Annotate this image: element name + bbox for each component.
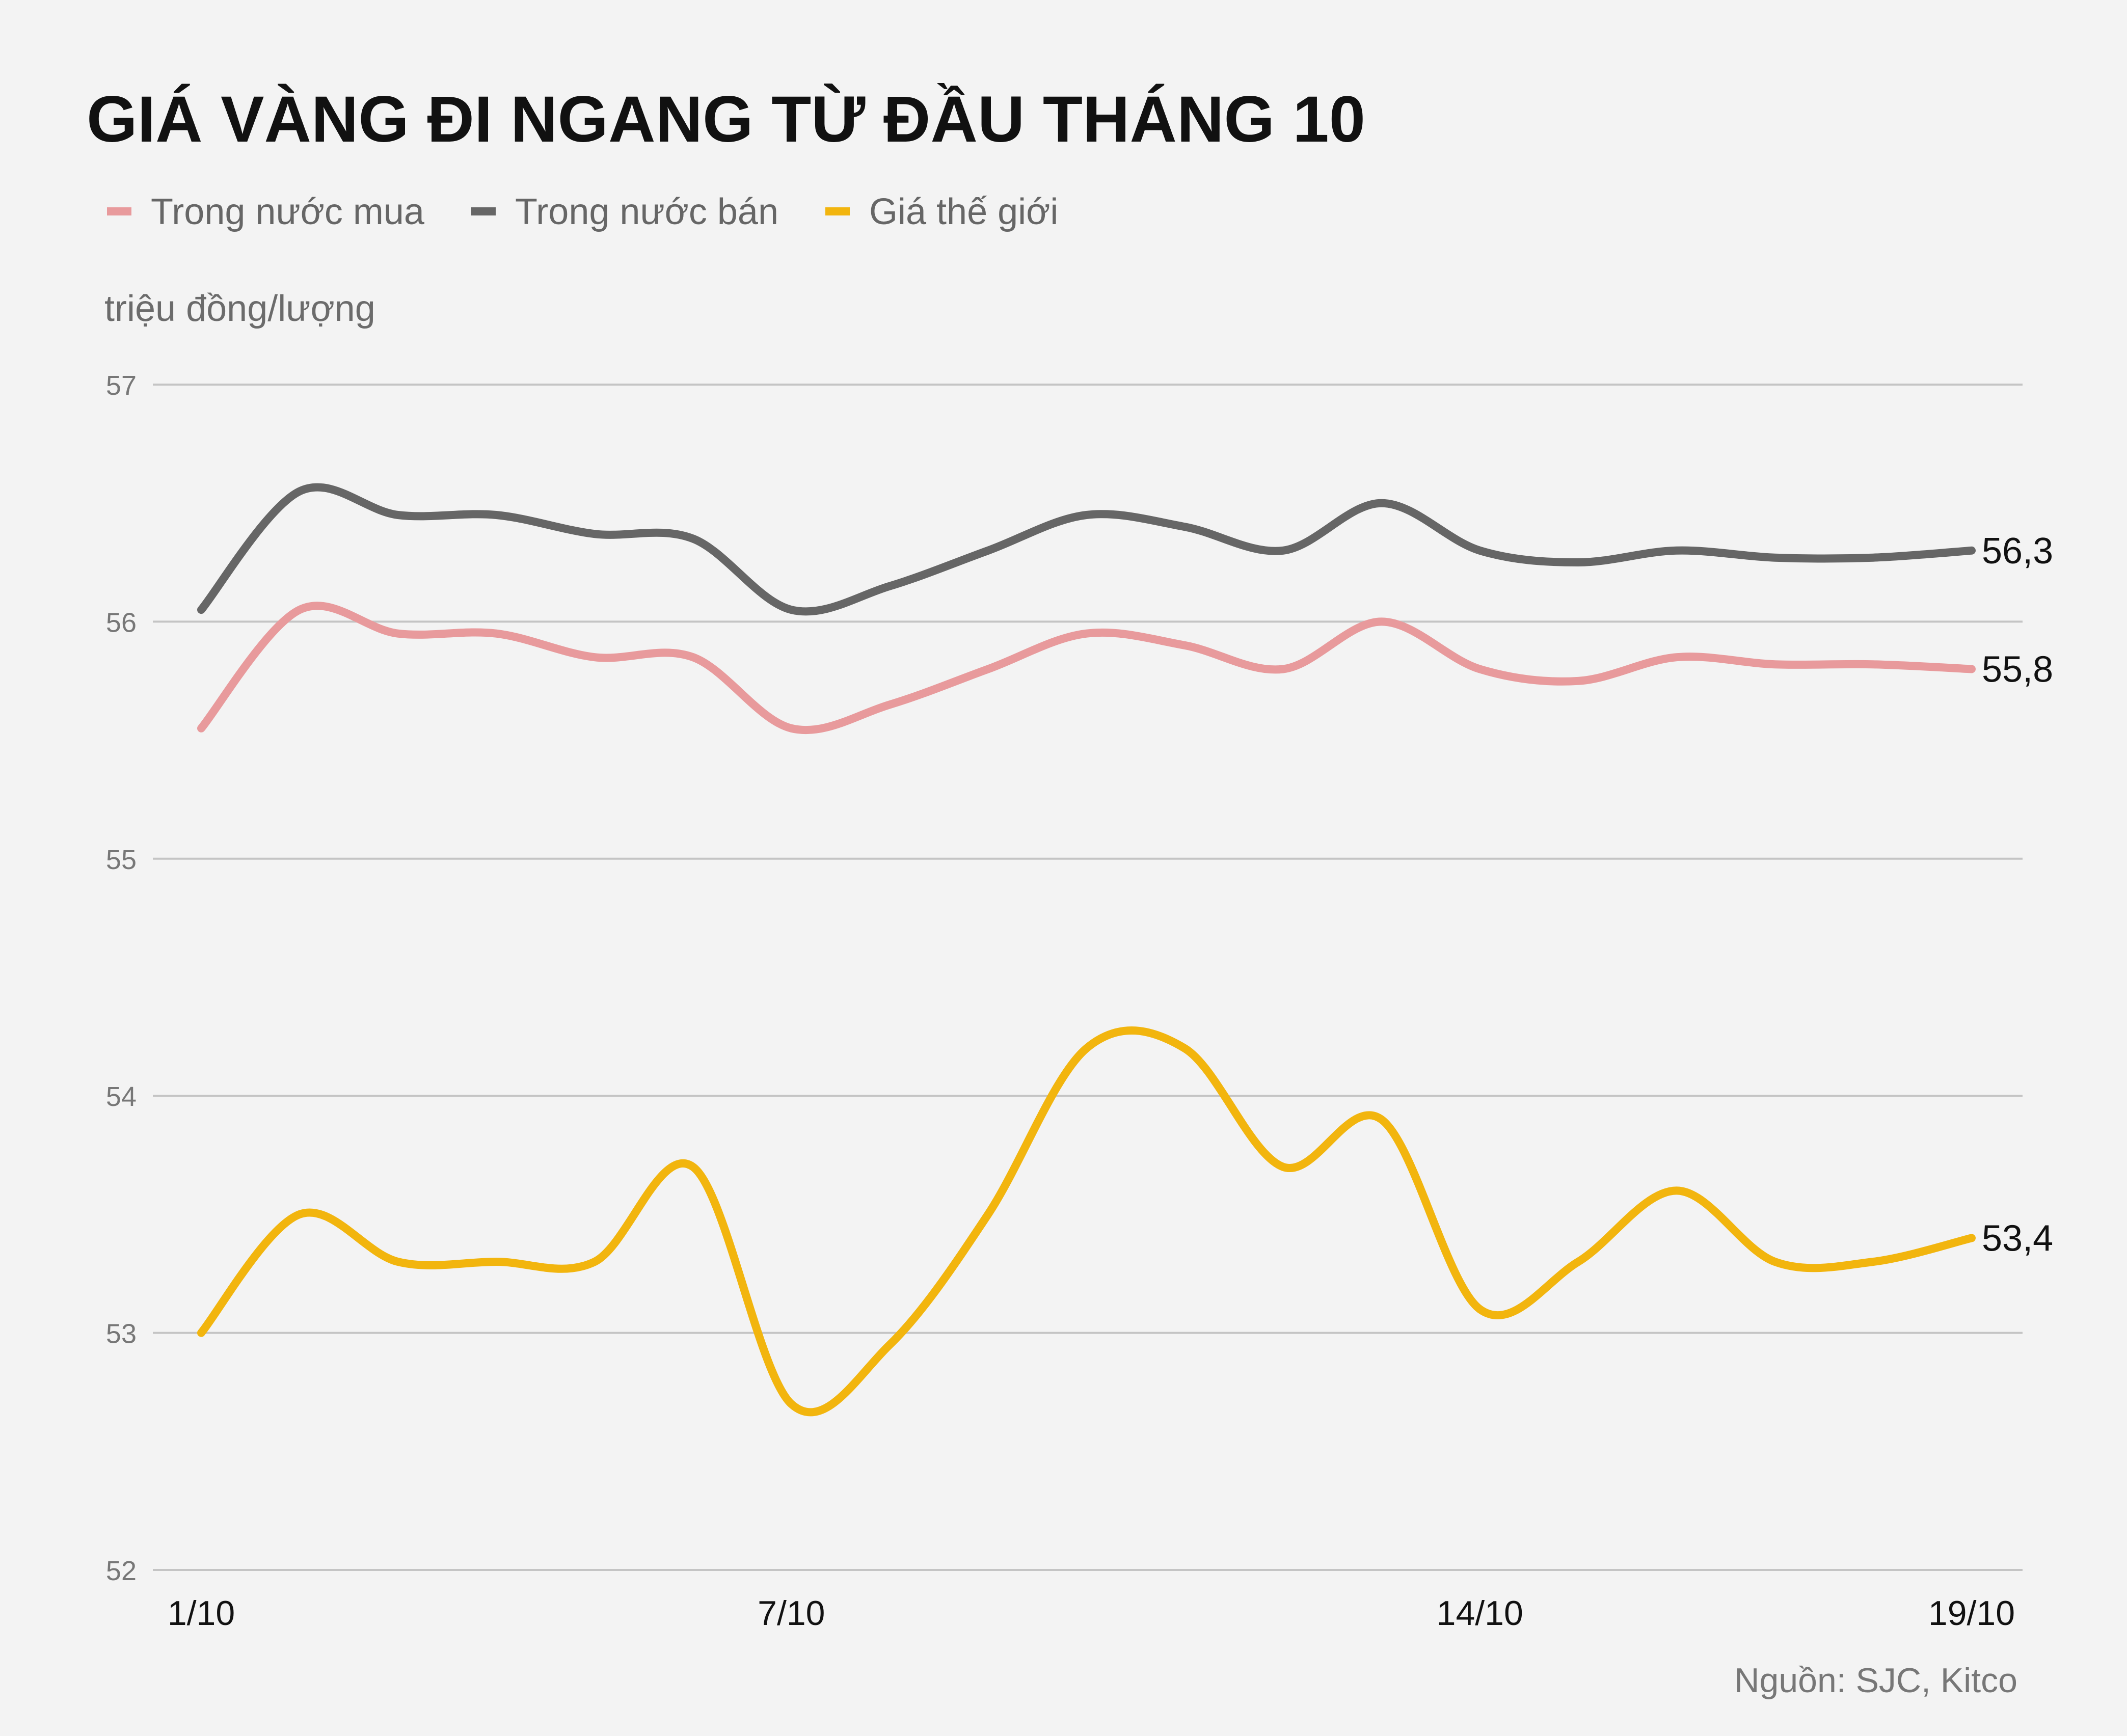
y-tick-label-56: 56 [106, 607, 137, 638]
series-lines [197, 483, 1976, 1417]
y-tick-label-52: 52 [106, 1556, 137, 1586]
series-line-1 [197, 602, 1976, 735]
gridlines [153, 384, 2023, 1571]
x-tick-label-4: 19/10 [1928, 1594, 2015, 1633]
legend-label-1: Trong nước mua [151, 192, 425, 232]
legend-label-2: Trong nước bán [515, 192, 778, 232]
x-tick-label-1: 1/10 [168, 1594, 235, 1633]
x-tick-label-2: 7/10 [758, 1594, 825, 1633]
source-note: Nguồn: SJC, Kitco [1734, 1661, 2017, 1700]
series-line-2 [197, 483, 1976, 616]
y-axis-unit-label: triệu đồng/lượng [104, 288, 375, 329]
end-value-labels: 55,8 56,3 53,4 [1982, 531, 2053, 1259]
series-line-3 [197, 1026, 1976, 1417]
y-tick-label-55: 55 [106, 845, 137, 875]
end-label-series-1: 55,8 [1982, 649, 2053, 690]
x-tick-label-3: 14/10 [1437, 1594, 1523, 1633]
y-tick-label-53: 53 [106, 1319, 137, 1349]
y-tick-label-54: 54 [106, 1081, 137, 1112]
y-axis-ticks: 52 53 54 55 56 57 [106, 370, 137, 1586]
end-label-series-3: 53,4 [1982, 1218, 2053, 1259]
legend-label-3: Giá thế giới [869, 192, 1058, 232]
legend: Trong nước mua Trong nước bán Giá thế giới [107, 192, 1058, 232]
end-label-series-2: 56,3 [1982, 531, 2053, 572]
x-axis-ticks: 1/10 7/10 14/10 19/10 [168, 1594, 2015, 1633]
y-tick-label-57: 57 [106, 370, 137, 401]
chart-title: GIÁ VÀNG ĐI NGANG TỪ ĐẦU THÁNG 10 [87, 83, 1365, 156]
